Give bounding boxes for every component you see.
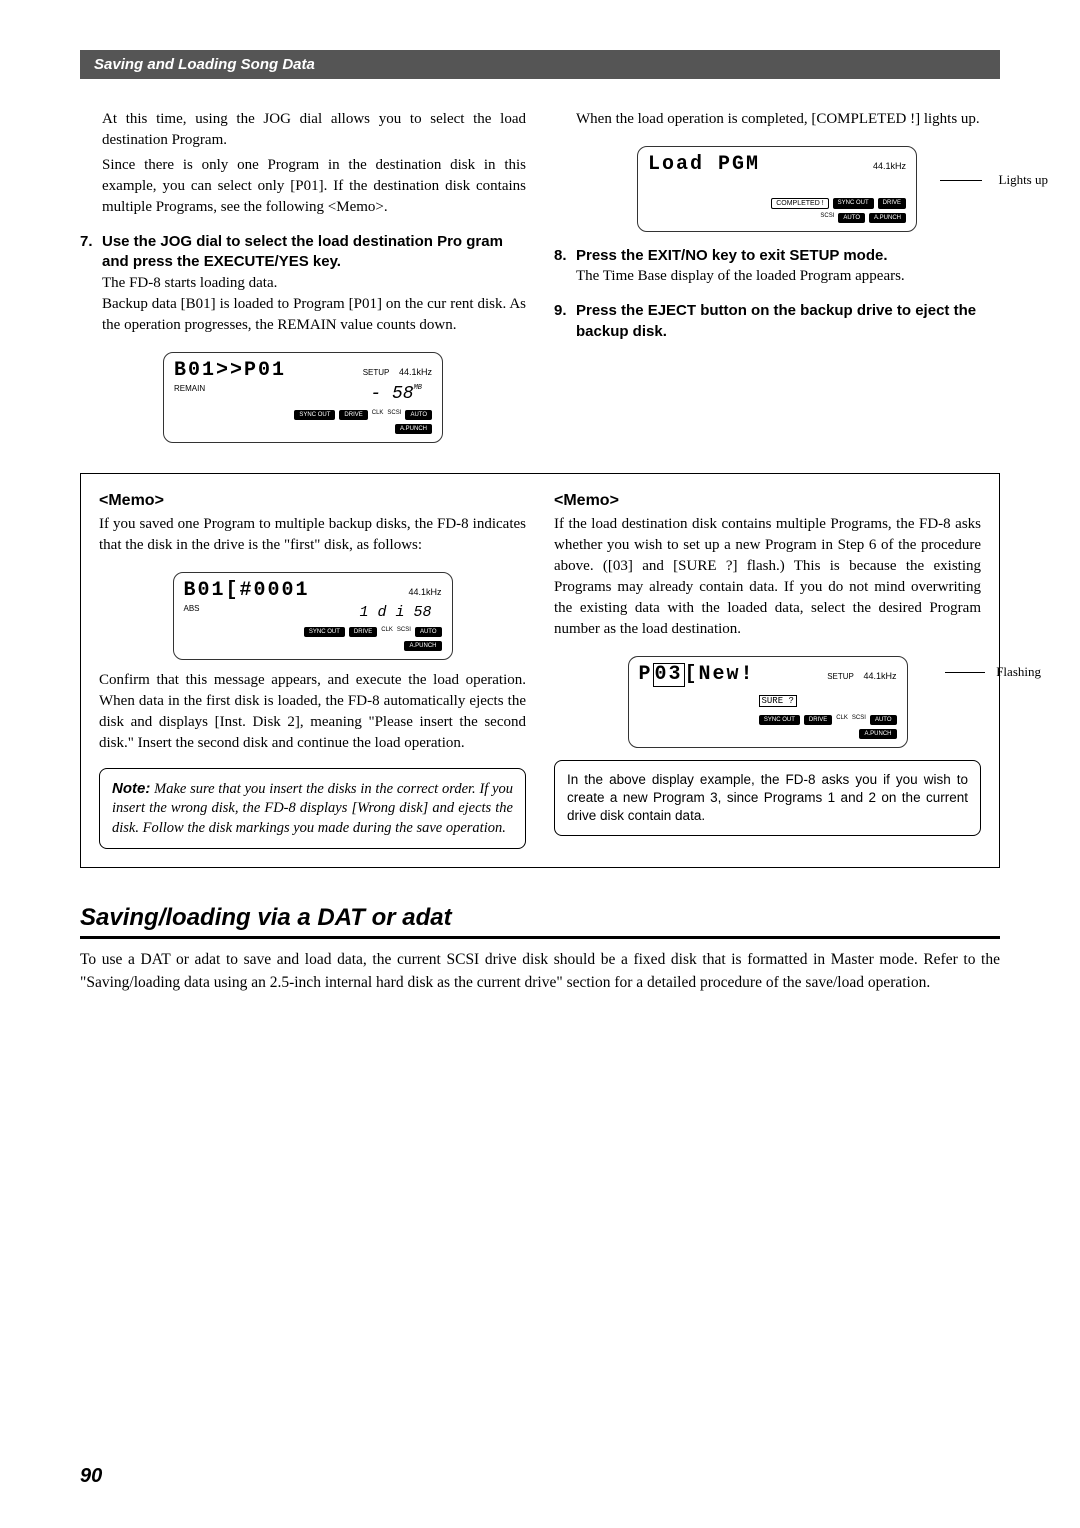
lcd-2-main: Load PGM [648,153,760,176]
left-para-1: At this time, using the JOG dial allows … [102,109,526,151]
flashing-callout: Flashing [996,664,1041,680]
lcd-1-tags: SYNC OUT DRIVE CLK SCSI AUTO A.PUNCH [282,410,432,434]
lcd-tag: SCSI [820,213,834,223]
section-rule [80,936,1000,939]
step-9: 9. Press the EJECT button on the backup … [554,301,1000,342]
step-9-num: 9. [554,301,576,342]
lcd-4-main: P03[New! [639,663,755,687]
callout-line [940,180,982,181]
step-9-text: Press the EJECT button on the backup dri… [576,301,1000,342]
lcd-tag: SYNC OUT [304,627,345,637]
lcd-tag: AUTO [838,213,865,223]
note-label: Note: [112,780,150,797]
lcd-tag: A.PUNCH [404,641,441,651]
memo-box: <Memo> If you saved one Program to multi… [80,473,1000,869]
lcd-4-tags: SYNC OUT DRIVE CLK SCSI AUTO A.PUNCH [747,715,897,739]
lcd-1-main: B01>>P01 [174,359,286,382]
memo-right: <Memo> If the load destination disk cont… [554,492,981,850]
step-7-text: Use the JOG dial to select the load dest… [102,232,526,273]
lcd-2-completed: COMPLETED ! [771,198,828,209]
caption-box: In the above display example, the FD-8 a… [554,760,981,837]
lights-up-callout: Lights up [999,172,1048,188]
lcd-tag: SYNC OUT [294,410,335,420]
lcd-2-khz: 44.1kHz [873,161,906,171]
lcd-1: B01>>P01 SETUP 44.1kHz REMAIN - 58MB SYN… [163,352,443,443]
lcd-tag: SCSI [397,627,411,637]
lcd-3-value: 1 d i 58 [359,604,431,621]
note-text: Make sure that you insert the disks in t… [112,781,513,836]
right-column: When the load operation is completed, [C… [554,109,1000,453]
section-header: Saving and Loading Song Data [80,50,1000,79]
lcd-4-wrap: P03[New! SETUP 44.1kHz SURE ? SYNC OUT D… [554,656,981,748]
lcd-tag: A.PUNCH [395,424,432,434]
lcd-tag: DRIVE [878,198,906,209]
lcd-3-abs: ABS [184,604,200,621]
lcd-2-tags: COMPLETED ! SYNC OUT DRIVE SCSI AUTO A.P… [756,198,906,223]
main-columns: At this time, using the JOG dial allows … [80,109,1000,453]
lcd-1-khz: 44.1kHz [399,367,432,377]
lcd-tag: DRIVE [339,410,367,420]
lcd-tag: SCSI [387,410,401,420]
section-body: To use a DAT or adat to save and load da… [80,949,1000,994]
step-8: 8. Press the EXIT/NO key to exit SETUP m… [554,246,1000,266]
lcd-tag: AUTO [415,627,442,637]
lcd-4-sure: SURE ? [759,695,797,707]
lcd-1-setup: SETUP [363,368,390,377]
memo-left: <Memo> If you saved one Program to multi… [99,492,526,850]
lcd-tag: SYNC OUT [833,198,874,209]
note-box: Note: Make sure that you insert the disk… [99,768,526,850]
step-8-sub: The Time Base display of the loaded Prog… [576,266,1000,287]
lcd-tag: A.PUNCH [859,729,896,739]
lcd-tag: CLK [372,410,384,420]
left-para-2: Since there is only one Program in the d… [102,155,526,218]
step-7-num: 7. [80,232,102,273]
lcd-3-khz: 44.1kHz [408,587,441,597]
lcd-3: B01[#0001 44.1kHz ABS 1 d i 58 SYNC OUT … [173,572,453,660]
lcd-tag: AUTO [405,410,432,420]
callout-line-2 [945,672,985,673]
lcd-tag: AUTO [870,715,897,725]
lcd-tag: DRIVE [349,627,377,637]
lcd-1-wrap: B01>>P01 SETUP 44.1kHz REMAIN - 58MB SYN… [80,352,526,443]
lcd-tag: CLK [381,627,393,637]
lcd-2-wrap: Load PGM 44.1kHz COMPLETED ! SYNC OUT DR… [554,146,1000,232]
lcd-tag: A.PUNCH [869,213,906,223]
memo-right-p1: If the load destination disk contains mu… [554,514,981,640]
lcd-4-pre: P [639,663,653,686]
section-title: Saving/loading via a DAT or adat [80,904,1000,932]
memo-left-p1: If you saved one Program to multiple bac… [99,514,526,556]
lcd-1-value: - 58 [370,384,413,404]
right-para-1: When the load operation is completed, [C… [576,109,1000,130]
left-column: At this time, using the JOG dial allows … [80,109,526,453]
lcd-3-wrap: B01[#0001 44.1kHz ABS 1 d i 58 SYNC OUT … [99,572,526,660]
lcd-tag: DRIVE [804,715,832,725]
lcd-4-post: [New! [685,663,755,686]
lcd-3-main: B01[#0001 [184,579,310,602]
lcd-tag: SCSI [852,715,866,725]
lcd-4: P03[New! SETUP 44.1kHz SURE ? SYNC OUT D… [628,656,908,748]
memo-left-title: <Memo> [99,492,526,510]
lcd-4-khz: 44.1kHz [863,671,896,681]
step-7-sub1: The FD-8 starts loading data. [102,273,526,294]
lcd-2: Load PGM 44.1kHz COMPLETED ! SYNC OUT DR… [637,146,917,232]
step-7: 7. Use the JOG dial to select the load d… [80,232,526,273]
lcd-tag: CLK [836,715,848,725]
memo-right-title: <Memo> [554,492,981,510]
lcd-tag: SYNC OUT [759,715,800,725]
step-7-sub2: Backup data [B01] is loaded to Program [… [102,294,526,336]
page-number: 90 [80,1465,102,1488]
lcd-4-boxed: 03 [653,663,685,687]
lcd-4-setup: SETUP [827,672,854,681]
lcd-1-remain: REMAIN [174,384,205,404]
step-8-text: Press the EXIT/NO key to exit SETUP mode… [576,246,1000,266]
lcd-1-mb: MB [414,384,422,392]
memo-left-p2: Confirm that this message appears, and e… [99,670,526,754]
lcd-3-tags: SYNC OUT DRIVE CLK SCSI AUTO A.PUNCH [292,627,442,651]
step-8-num: 8. [554,246,576,266]
